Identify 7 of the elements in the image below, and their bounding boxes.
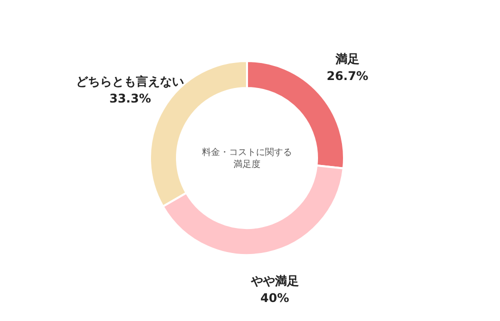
text: 料金・コストに関する満足度: [202, 147, 292, 170]
slice-label: どちらとも言えない: [76, 74, 184, 88]
slice-label: やや満足: [250, 274, 299, 288]
slice-label: 満足: [334, 52, 360, 66]
data-label: 26.7%: [326, 68, 368, 83]
data-label: 40%: [260, 291, 290, 306]
data-label: 33.3%: [109, 91, 151, 106]
